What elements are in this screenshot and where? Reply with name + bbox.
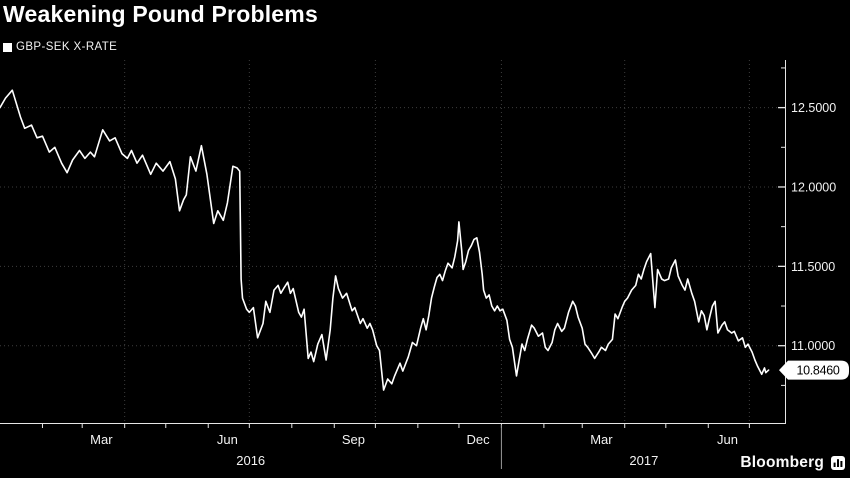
- x-month-label: Sep: [342, 432, 365, 447]
- bar-chart-icon: [831, 456, 845, 470]
- x-month-label: Dec: [467, 432, 491, 447]
- y-axis-label: 11.0000: [791, 339, 835, 353]
- last-price-badge: [779, 360, 849, 380]
- bloomberg-logo: Bloomberg: [740, 454, 845, 472]
- last-price-label: 10.8460: [796, 364, 839, 378]
- y-axis-label: 12.0000: [791, 180, 836, 194]
- legend-label: GBP-SEK X-RATE: [16, 41, 118, 53]
- legend-swatch-icon: [3, 42, 12, 52]
- x-month-label: Jun: [717, 432, 738, 447]
- chart-title: Weakening Pound Problems: [3, 1, 318, 27]
- x-month-label: Jun: [217, 432, 238, 447]
- x-month-label: Mar: [90, 432, 113, 447]
- y-axis-label: 12.5000: [791, 101, 836, 115]
- legend: GBP-SEK X-RATE: [3, 41, 117, 53]
- bloomberg-wordmark: Bloomberg: [740, 454, 824, 471]
- x-year-label: 2016: [236, 453, 265, 468]
- x-year-label: 2017: [629, 453, 658, 468]
- price-line: [0, 89, 770, 391]
- x-month-label: Mar: [590, 432, 613, 447]
- y-axis-label: 11.5000: [791, 260, 835, 274]
